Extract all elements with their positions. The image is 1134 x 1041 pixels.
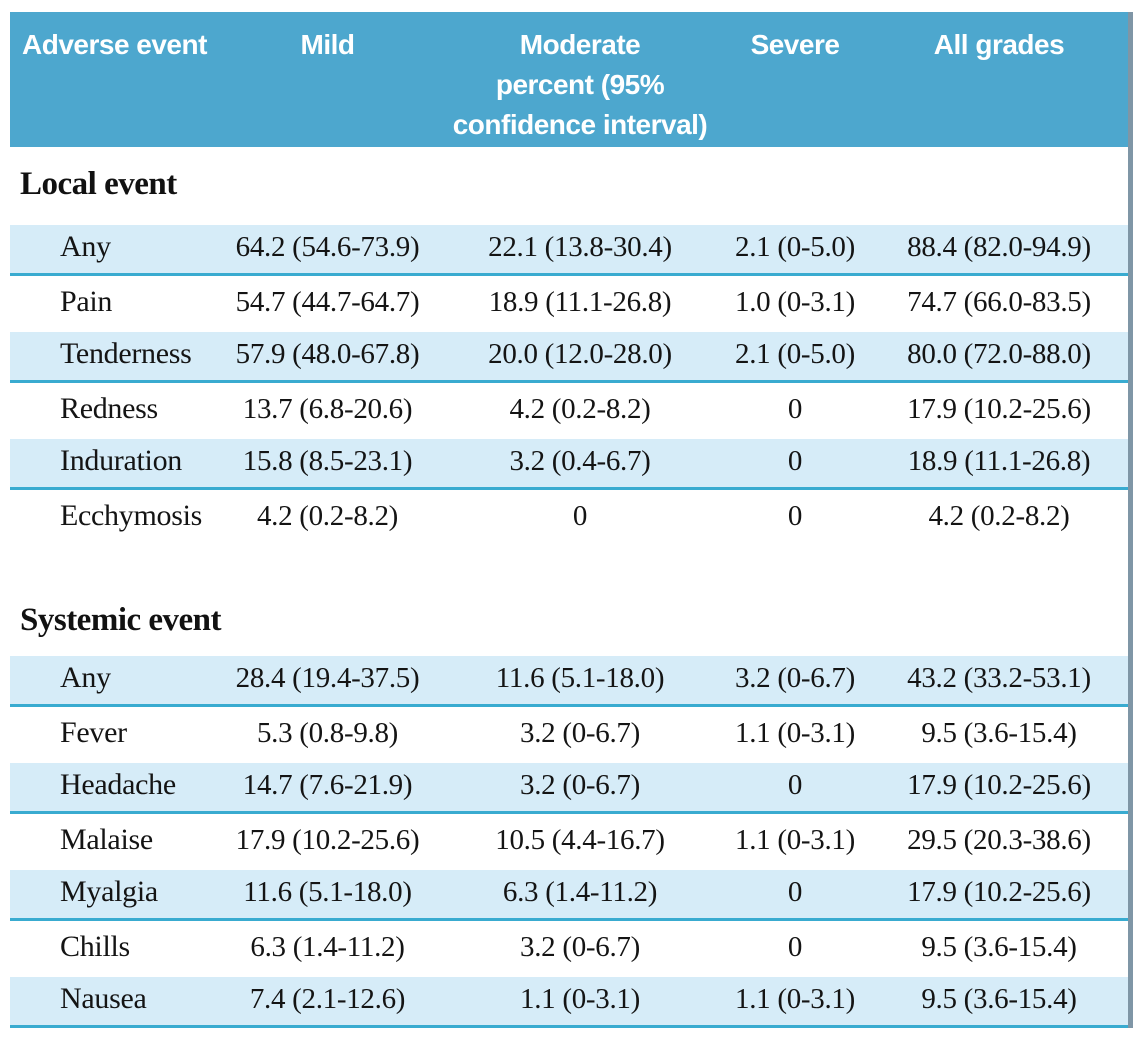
section-heading: Local event: [20, 166, 177, 202]
table-row: Myalgia 11.6 (5.1-18.0) 6.3 (1.4-11.2) 0 17.…: [10, 867, 1128, 921]
mild-value-cell: 64.2 (54.6-73.9): [235, 230, 420, 263]
event-name-cell: Any: [60, 661, 111, 695]
table-row: Any 64.2 (54.6-73.9) 22.1 (13.8-30.4) 2.1 (…: [10, 222, 1128, 276]
mild-value-cell: 7.4 (2.1-12.6): [249, 982, 406, 1015]
header-mild: Mild: [300, 29, 356, 60]
all-grades-value-cell: 88.4 (82.0-94.9): [907, 230, 1091, 263]
moderate-value-cell: 1.1 (0-3.1): [520, 982, 640, 1015]
all-grades-value-cell: 74.7 (66.0-83.5): [907, 285, 1091, 318]
all-grades-value-cell: 43.2 (33.2-53.1): [907, 661, 1091, 694]
mild-value-cell: 13.7 (6.8-20.6): [242, 392, 413, 425]
event-name-cell: Induration: [60, 444, 182, 478]
table-row: Nausea 7.4 (2.1-12.6) 1.1 (0-3.1) 1.1 (0-3.…: [10, 974, 1128, 1028]
adverse-events-table: Adverse event Mild Moderate percent (95%…: [10, 12, 1133, 1028]
mild-value-cell: 14.7 (7.6-21.9): [242, 768, 413, 801]
severe-value-cell: 0: [787, 444, 803, 477]
severe-value-cell: 0: [787, 392, 803, 425]
severe-value-cell: 0: [787, 930, 803, 963]
table-body: Local event Any 64.2 (54.6-73.9) 22.1 (13.8…: [10, 147, 1128, 1028]
event-name-cell: Chills: [60, 930, 130, 964]
moderate-value-cell: 22.1 (13.8-30.4): [488, 230, 672, 263]
moderate-value-cell: 6.3 (1.4-11.2): [502, 875, 658, 908]
table-row: Fever 5.3 (0.8-9.8) 3.2 (0-6.7) 1.1 (0-3.1)…: [10, 707, 1128, 761]
severe-value-cell: 1.0 (0-3.1): [735, 285, 855, 318]
mild-value-cell: 4.2 (0.2-8.2): [256, 499, 399, 532]
all-grades-value-cell: 9.5 (3.6-15.4): [921, 982, 1077, 1015]
all-grades-value-cell: 18.9 (11.1-26.8): [907, 444, 1091, 477]
event-name-cell: Myalgia: [60, 875, 158, 909]
severe-value-cell: 1.1 (0-3.1): [735, 823, 855, 856]
moderate-value-cell: 3.2 (0-6.7): [520, 930, 640, 963]
mild-value-cell: 6.3 (1.4-11.2): [250, 930, 405, 963]
moderate-value-cell: 18.9 (11.1-26.8): [488, 285, 672, 318]
moderate-value-cell: 3.2 (0.4-6.7): [509, 444, 651, 477]
mild-value-cell: 28.4 (19.4-37.5): [235, 661, 420, 694]
header-adverse-event: Adverse event: [22, 29, 207, 60]
mild-value-cell: 15.8 (8.5-23.1): [242, 444, 413, 477]
event-name-cell: Nausea: [60, 982, 147, 1016]
event-name-cell: Pain: [60, 285, 113, 319]
table-row: Tenderness 57.9 (48.0-67.8) 20.0 (12.0-28.…: [10, 329, 1128, 383]
severe-value-cell: 0: [787, 875, 803, 908]
severe-value-cell: 3.2 (0-6.7): [735, 661, 855, 694]
all-grades-value-cell: 9.5 (3.6-15.4): [921, 716, 1077, 749]
table-row: Headache 14.7 (7.6-21.9) 3.2 (0-6.7) 0 17.9 …: [10, 760, 1128, 814]
moderate-value-cell: 3.2 (0-6.7): [520, 768, 640, 801]
moderate-value-cell: 4.2 (0.2-8.2): [509, 392, 651, 425]
header-all-grades: All grades: [933, 29, 1065, 60]
moderate-value-cell: 3.2 (0-6.7): [520, 716, 640, 749]
all-grades-value-cell: 9.5 (3.6-15.4): [921, 930, 1077, 963]
all-grades-value-cell: 17.9 (10.2-25.6): [907, 392, 1091, 425]
mild-value-cell: 5.3 (0.8-9.8): [256, 716, 399, 749]
mild-value-cell: 54.7 (44.7-64.7): [235, 285, 420, 318]
event-name-cell: Headache: [60, 768, 176, 802]
severe-value-cell: 0: [787, 499, 803, 532]
all-grades-value-cell: 80.0 (72.0-88.0): [907, 337, 1091, 370]
moderate-value-cell: 0: [572, 499, 588, 532]
header-severe: Severe: [750, 29, 840, 60]
table-row: Pain 54.7 (44.7-64.7) 18.9 (11.1-26.8) 1.0 …: [10, 276, 1128, 330]
all-grades-value-cell: 29.5 (20.3-38.6): [907, 823, 1091, 856]
table-row: Redness 13.7 (6.8-20.6) 4.2 (0.2-8.2) 0 17.9…: [10, 383, 1128, 437]
moderate-value-cell: 11.6 (5.1-18.0): [495, 661, 665, 694]
moderate-value-cell: 10.5 (4.4-16.7): [495, 823, 665, 856]
table-header-row: Adverse event Mild Moderate percent (95%…: [10, 12, 1128, 147]
all-grades-value-cell: 4.2 (0.2-8.2): [928, 499, 1070, 532]
all-grades-value-cell: 17.9 (10.2-25.6): [907, 875, 1091, 908]
header-moderate-line1: Moderate: [519, 29, 641, 60]
header-moderate-line3: confidence interval): [452, 109, 708, 140]
severe-value-cell: 1.1 (0-3.1): [735, 982, 855, 1015]
table-row: Induration 15.8 (8.5-23.1) 3.2 (0.4-6.7) 0 1…: [10, 436, 1128, 490]
header-moderate: Moderate percent (95% confidence interva…: [440, 12, 720, 145]
severe-value-cell: 2.1 (0-5.0): [735, 230, 855, 263]
event-name-cell: Redness: [60, 392, 158, 426]
table-row: Malaise 17.9 (10.2-25.6) 10.5 (4.4-16.7) 1.…: [10, 814, 1128, 868]
moderate-value-cell: 20.0 (12.0-28.0): [488, 337, 672, 370]
mild-value-cell: 11.6 (5.1-18.0): [243, 875, 412, 908]
mild-value-cell: 17.9 (10.2-25.6): [235, 823, 420, 856]
severe-value-cell: 1.1 (0-3.1): [735, 716, 855, 749]
severe-value-cell: 0: [787, 768, 803, 801]
severe-value-cell: 2.1 (0-5.0): [735, 337, 855, 370]
mild-value-cell: 57.9 (48.0-67.8): [235, 337, 420, 370]
all-grades-value-cell: 17.9 (10.2-25.6): [907, 768, 1091, 801]
event-name-cell: Tenderness: [60, 337, 192, 371]
table-row: Any 28.4 (19.4-37.5) 11.6 (5.1-18.0) 3.2 (0…: [10, 653, 1128, 707]
table-row: Chills 6.3 (1.4-11.2) 3.2 (0-6.7) 0 9.5 (3.6…: [10, 921, 1128, 975]
event-name-cell: Malaise: [60, 823, 153, 857]
event-name-cell: Any: [60, 230, 111, 264]
event-name-cell: Ecchymosis: [60, 499, 202, 533]
event-name-cell: Fever: [60, 716, 127, 750]
table-row: Ecchymosis 4.2 (0.2-8.2) 0 0 4.2 (0.2-8.2): [10, 490, 1128, 544]
section-heading: Systemic event: [20, 602, 222, 638]
header-moderate-line2: percent (95%: [495, 69, 665, 100]
